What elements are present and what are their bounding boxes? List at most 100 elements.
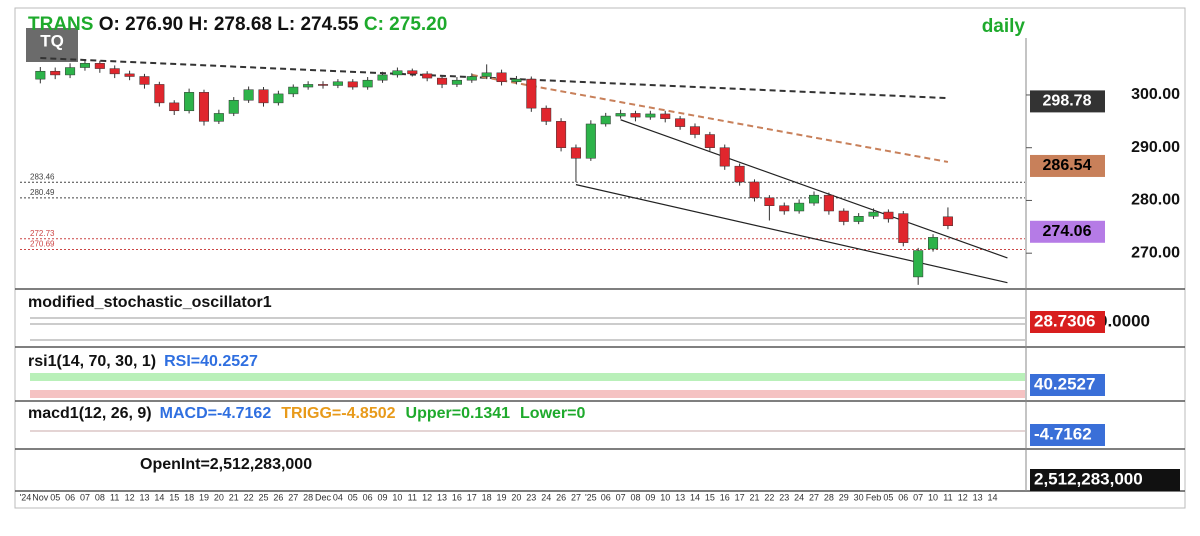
x-tick-label: 05 — [348, 492, 358, 502]
candle-body — [437, 77, 448, 85]
x-tick-label: 16 — [452, 492, 462, 502]
value-label: 2,512,283,000 — [1034, 469, 1143, 488]
candle-body — [243, 89, 254, 101]
x-tick-label: 19 — [497, 492, 507, 502]
candle-body — [779, 205, 790, 212]
x-tick-label: 15 — [705, 492, 715, 502]
x-tick-label: '24 — [20, 492, 32, 502]
oversold-zone — [30, 390, 1025, 398]
x-tick-label: 19 — [199, 492, 209, 502]
candle-body — [198, 92, 209, 122]
value-box — [1030, 374, 1105, 396]
x-tick-label: 21 — [749, 492, 759, 502]
candle-body — [79, 63, 90, 68]
x-tick-label: 27 — [571, 492, 581, 502]
candle-body — [689, 126, 700, 135]
candle-body — [823, 194, 834, 212]
x-tick-label: 04 — [333, 492, 343, 502]
candle-body — [377, 74, 388, 81]
candle-body — [35, 70, 46, 80]
candle-body — [898, 213, 909, 243]
x-tick-label: 09 — [378, 492, 388, 502]
candle-body — [124, 73, 135, 77]
x-tick-label: 18 — [482, 492, 492, 502]
y-tick-label: 280.00 — [1131, 192, 1180, 209]
candle-body — [422, 73, 433, 79]
x-tick-label: 28 — [303, 492, 313, 502]
x-tick-label: 07 — [80, 492, 90, 502]
value-box — [1030, 424, 1105, 446]
x-tick-label: 30 — [854, 492, 864, 502]
candle-body — [809, 194, 820, 204]
candle-body — [466, 76, 477, 81]
candle-body — [630, 113, 641, 118]
x-tick-label: 10 — [928, 492, 938, 502]
x-tick-label: 15 — [169, 492, 179, 502]
x-tick-label: 23 — [779, 492, 789, 502]
x-tick-label: 06 — [601, 492, 611, 502]
candle-body — [556, 121, 567, 148]
x-tick-label: 23 — [526, 492, 536, 502]
x-tick-label: Dec — [315, 492, 332, 502]
x-tick-label: 24 — [541, 492, 551, 502]
x-tick-label: 24 — [794, 492, 804, 502]
candle-body — [942, 216, 953, 227]
x-tick-label: Nov — [32, 492, 49, 502]
candle-body — [585, 123, 596, 159]
x-tick-label: 21 — [229, 492, 239, 502]
candle-body — [184, 92, 195, 112]
value-label: 28.7306 — [1034, 311, 1095, 330]
candle-body — [749, 181, 760, 199]
logo: TQ — [40, 31, 64, 50]
high-readout: H: 278.68 — [189, 14, 272, 35]
x-tick-label: 27 — [288, 492, 298, 502]
x-tick-label: 13 — [437, 492, 447, 502]
panel-readout: MACD=-4.7162 — [160, 405, 272, 422]
panel-readout: OpenInt=2,512,283,000 — [140, 456, 312, 473]
panel-readout: RSI=40.2527 — [164, 353, 258, 370]
x-tick-label: 25 — [258, 492, 268, 502]
candle-body — [615, 113, 626, 117]
x-tick-label: 27 — [809, 492, 819, 502]
close-readout: C: 275.20 — [364, 14, 447, 35]
candle-body — [451, 79, 462, 85]
candle-body — [481, 72, 492, 77]
x-tick-label: 10 — [660, 492, 670, 502]
trendline — [620, 119, 1008, 259]
low-readout: L: 274.55 — [277, 14, 359, 35]
candle-body — [853, 216, 864, 222]
x-tick-label: 05 — [50, 492, 60, 502]
x-tick-label: 11 — [110, 492, 119, 502]
header: TRANS O: 276.90 H: 278.68 L: 274.55 C: 2… — [28, 14, 447, 35]
x-tick-label: 08 — [95, 492, 105, 502]
candle-body — [407, 70, 418, 75]
price-label: 274.06 — [1043, 223, 1092, 240]
x-tick-label: 06 — [65, 492, 75, 502]
x-tick-label: 12 — [125, 492, 135, 502]
x-tick-label: 20 — [214, 492, 224, 502]
open-readout: O: 276.90 — [99, 14, 184, 35]
x-tick-label: 20 — [511, 492, 521, 502]
x-tick-label: 09 — [645, 492, 655, 502]
price-label-box — [1030, 220, 1105, 243]
candle-body — [228, 99, 239, 114]
candle-body — [660, 113, 671, 119]
candle-body — [570, 147, 581, 159]
x-tick-label: 17 — [735, 492, 745, 502]
candle-body — [258, 89, 269, 104]
price-label-box — [1030, 90, 1105, 113]
candle-body — [541, 107, 552, 122]
x-tick-label: Feb — [866, 492, 882, 502]
x-tick-label: 29 — [839, 492, 849, 502]
candle-body — [928, 237, 939, 250]
x-tick-label: 13 — [139, 492, 149, 502]
x-tick-label: 13 — [973, 492, 983, 502]
x-tick-label: 22 — [764, 492, 774, 502]
candle-body — [883, 211, 894, 220]
candle-body — [734, 165, 745, 183]
x-tick-label: 11 — [943, 492, 952, 502]
candle-body — [496, 72, 507, 83]
candle-body — [273, 93, 284, 104]
candle-body — [392, 70, 403, 76]
logo-box — [26, 28, 78, 62]
